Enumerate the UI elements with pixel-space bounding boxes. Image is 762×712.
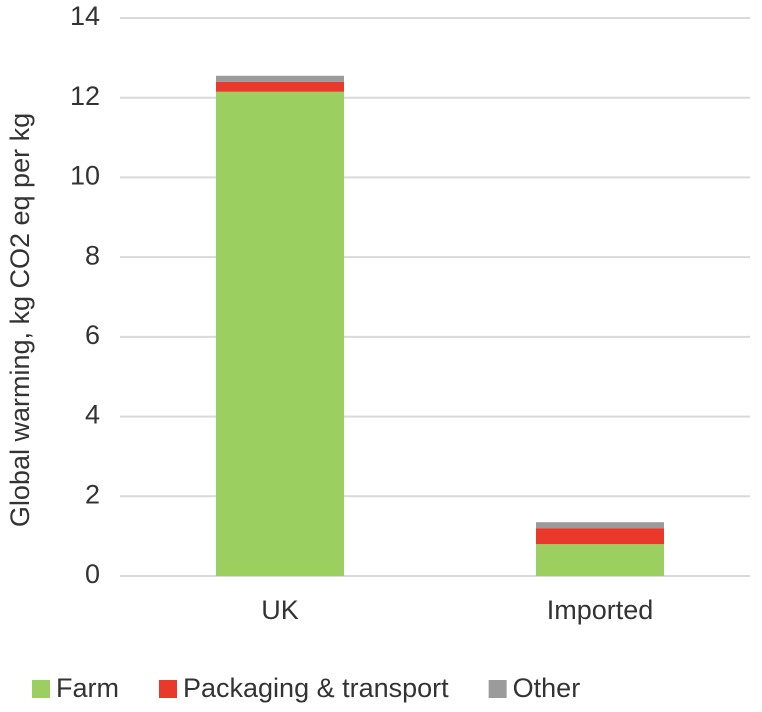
x-tick-label: UK bbox=[261, 595, 299, 625]
legend-label: Farm bbox=[56, 673, 119, 703]
bar-segment bbox=[216, 81, 344, 92]
y-tick-label: 2 bbox=[85, 479, 100, 509]
legend-label: Other bbox=[513, 673, 581, 703]
legend-swatch bbox=[32, 680, 50, 698]
bar-segment bbox=[216, 91, 344, 576]
bar-segment bbox=[216, 75, 344, 82]
y-tick-label: 0 bbox=[85, 559, 100, 589]
y-axis-label: Global warming, kg CO2 eq per kg bbox=[5, 113, 35, 527]
y-tick-label: 10 bbox=[70, 161, 100, 191]
bar-segment bbox=[536, 528, 664, 545]
y-tick-label: 14 bbox=[70, 1, 100, 31]
y-tick-label: 8 bbox=[85, 240, 100, 270]
legend-swatch bbox=[488, 680, 507, 698]
bar-segment bbox=[536, 522, 664, 529]
x-tick-label: Imported bbox=[547, 595, 654, 625]
y-tick-label: 4 bbox=[85, 400, 100, 430]
y-tick-label: 6 bbox=[85, 320, 100, 350]
y-tick-label: 12 bbox=[70, 81, 100, 111]
legend-swatch bbox=[159, 680, 177, 698]
bar-segment bbox=[536, 544, 664, 576]
legend-label: Packaging & transport bbox=[183, 673, 449, 703]
